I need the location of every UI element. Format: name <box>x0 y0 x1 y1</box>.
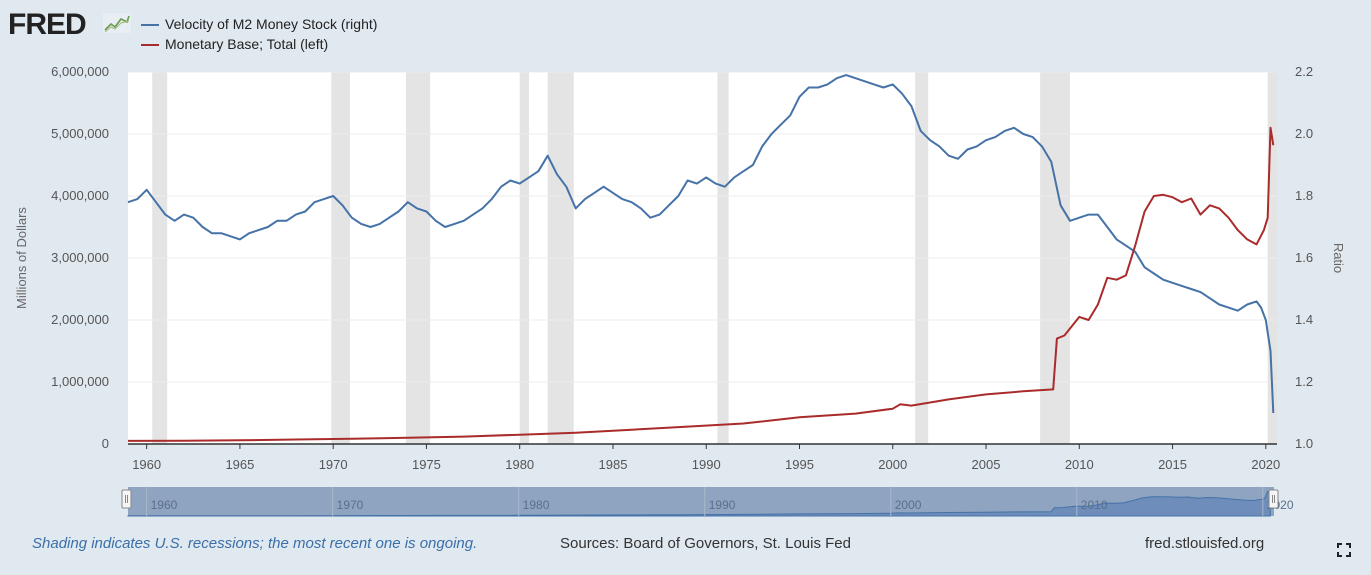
navigator-tick-label: 2000 <box>895 498 922 512</box>
fred-logo[interactable]: FRED <box>8 8 87 41</box>
x-tick-label: 2005 <box>972 457 1001 472</box>
y-left-tick-label: 0 <box>102 436 109 451</box>
x-tick-label: 2015 <box>1158 457 1187 472</box>
y-axis-label-right: Ratio <box>1331 243 1346 273</box>
navigator-tick-label: 1970 <box>337 498 364 512</box>
y-left-tick-label: 5,000,000 <box>51 126 109 141</box>
legend-item-velocity[interactable]: Velocity of M2 Money Stock (right) <box>141 16 377 32</box>
x-tick-label: 1965 <box>225 457 254 472</box>
x-tick-label: 1975 <box>412 457 441 472</box>
y-axis-label-left: Millions of Dollars <box>14 207 29 309</box>
recession-note: Shading indicates U.S. recessions; the m… <box>32 535 478 552</box>
y-left-tick-label: 3,000,000 <box>51 250 109 265</box>
y-right-tick-label: 1.6 <box>1295 250 1313 265</box>
y-left-tick-label: 6,000,000 <box>51 64 109 79</box>
chart: 1960 1965 1970 1975 1980 1985 1990 1995 2000 2005… <box>14 64 1346 517</box>
series-line-monetary-base[interactable] <box>127 126 1275 442</box>
navigator[interactable]: 1960 1970 1980 1990 2000 2010 2020 <box>121 487 1294 517</box>
x-tick-label: 1995 <box>785 457 814 472</box>
fullscreen-icon[interactable] <box>1337 543 1351 557</box>
navigator-handle-left[interactable] <box>121 489 132 509</box>
legend-label-velocity: Velocity of M2 Money Stock (right) <box>165 16 378 32</box>
y-right-tick-labels: 1.0 1.2 1.4 1.6 1.8 2.0 2.2 <box>1295 64 1313 451</box>
navigator-tick-label: 1990 <box>709 498 736 512</box>
y-left-tick-label: 4,000,000 <box>51 188 109 203</box>
y-left-tick-label: 2,000,000 <box>51 312 109 327</box>
x-tick-label: 2010 <box>1065 457 1094 472</box>
y-left-tick-labels: 0 1,000,000 2,000,000 3,000,000 4,000,000 5,0… <box>51 64 109 451</box>
y-right-tick-label: 2.0 <box>1295 126 1313 141</box>
y-left-tick-label: 1,000,000 <box>51 374 109 389</box>
x-tick-label: 1980 <box>505 457 534 472</box>
navigator-tick-label: 1960 <box>151 498 178 512</box>
x-tick-label: 2020 <box>1251 457 1280 472</box>
y-right-tick-label: 2.2 <box>1295 64 1313 79</box>
y-right-tick-label: 1.2 <box>1295 374 1313 389</box>
legend-swatch-monetary-base <box>141 44 159 47</box>
y-right-tick-label: 1.0 <box>1295 436 1313 451</box>
legend-swatch-velocity <box>141 24 159 27</box>
legend-label-monetary-base: Monetary Base; Total (left) <box>165 36 329 52</box>
series-line-velocity[interactable] <box>127 74 1275 414</box>
series-lines <box>127 74 1275 442</box>
navigator-tick-label: 2010 <box>1081 498 1108 512</box>
x-tick-label: 1985 <box>599 457 628 472</box>
x-tick-label: 1960 <box>132 457 161 472</box>
navigator-handle-right[interactable] <box>1268 489 1279 509</box>
navigator-tick-label: 1980 <box>523 498 550 512</box>
sources-note: Sources: Board of Governors, St. Louis F… <box>560 535 851 552</box>
x-tick-label: 1990 <box>692 457 721 472</box>
y-right-tick-label: 1.8 <box>1295 188 1313 203</box>
x-tick-labels: 1960 1965 1970 1975 1980 1985 1990 1995 2000 2005… <box>132 444 1280 472</box>
x-tick-label: 1970 <box>319 457 348 472</box>
legend-item-monetary-base[interactable]: Monetary Base; Total (left) <box>141 36 328 52</box>
y-right-tick-label: 1.4 <box>1295 312 1313 327</box>
x-tick-label: 2000 <box>878 457 907 472</box>
graph-icon <box>103 13 131 33</box>
fred-url-link[interactable]: fred.stlouisfed.org <box>1145 535 1265 552</box>
